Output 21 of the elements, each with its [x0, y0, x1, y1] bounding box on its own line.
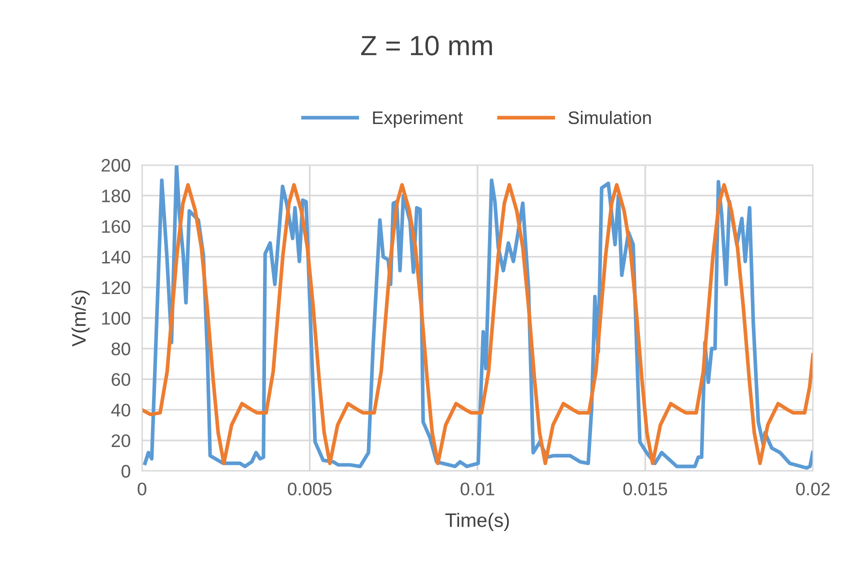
y-tick-label: 120	[102, 281, 130, 294]
chart-title: Z = 10 mm	[361, 36, 492, 56]
y-tick-label: 100	[102, 312, 130, 325]
y-axis-title: V(m/s)	[72, 290, 90, 347]
y-tick-label: 40	[111, 404, 130, 417]
y-tick-label: 160	[102, 220, 130, 233]
legend-label: Simulation	[568, 110, 651, 124]
y-tick-label: 80	[112, 342, 130, 356]
x-tick-label: 0.02	[796, 482, 830, 496]
x-tick-label: 0.015	[623, 482, 668, 496]
y-tick-label: 20	[112, 434, 130, 448]
y-tick-label: 200	[102, 158, 130, 172]
y-tick-label: 60	[112, 373, 130, 386]
x-axis-title: Time(s)	[445, 512, 509, 531]
x-tick-label: 0	[138, 482, 146, 496]
legend-label: Experiment	[373, 110, 463, 128]
x-tick-label: 0.01	[460, 482, 494, 496]
y-tick-label: 0	[122, 464, 130, 478]
y-tick-label: 180	[102, 190, 130, 202]
y-tick-label: 140	[102, 250, 130, 264]
x-tick-label: 0.005	[288, 482, 332, 496]
